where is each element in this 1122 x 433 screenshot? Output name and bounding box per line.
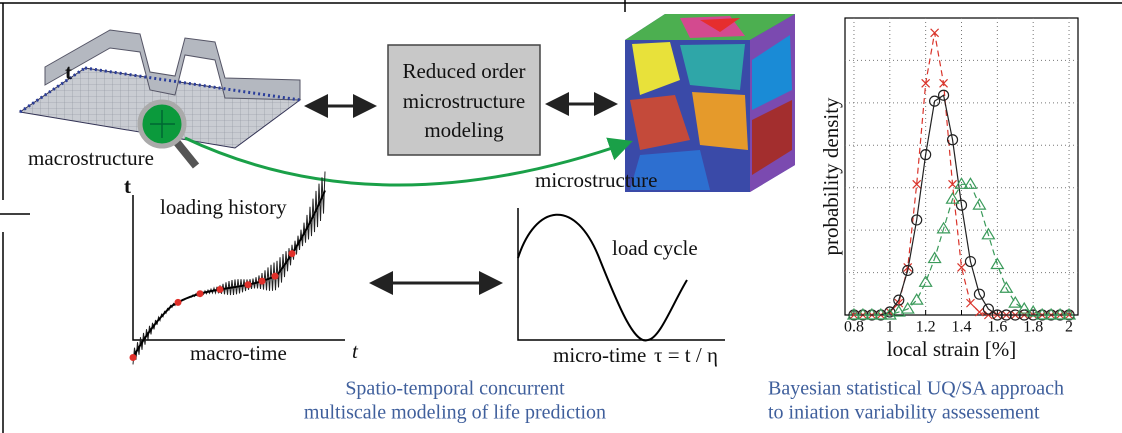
figure: t macrostructure Reduced order microstru…	[0, 0, 1122, 433]
marker	[920, 276, 932, 286]
marker	[911, 294, 923, 304]
y-axis-label: probability density	[819, 97, 843, 256]
loading-point	[289, 250, 296, 257]
cycle-x-label: micro-time	[553, 343, 646, 367]
loading-point	[259, 278, 266, 285]
loading-point	[175, 299, 182, 306]
x-tick-label: 0.8	[844, 319, 864, 336]
caption: Spatio-temporal concurrent	[345, 378, 565, 400]
cycle-title: load cycle	[612, 236, 698, 260]
x-tick-label: 1.4	[952, 319, 972, 336]
caption: to iniation variability assessement	[768, 402, 1040, 424]
x-tick-label: 1.2	[916, 319, 936, 336]
cycle-x-formula: τ = t / η	[654, 343, 718, 367]
cycle-curve	[518, 215, 687, 341]
caption: Bayesian statistical UQ/SA approach	[768, 378, 1064, 400]
marker	[966, 299, 974, 307]
loading-point	[130, 354, 137, 361]
macro-label: macrostructure	[28, 146, 154, 170]
x-tick-label: 2	[1065, 319, 1073, 336]
loading-point	[217, 286, 224, 293]
loading-y-label: t	[124, 174, 131, 198]
loading-x-symbol: t	[352, 339, 359, 363]
loading-x-label: macro-time	[190, 341, 287, 365]
rom-line: modeling	[424, 118, 504, 142]
rom-line: Reduced order	[402, 59, 525, 83]
strain-chart: 0.8 1 1.2 1.4 1.6 1.8 2 local strain [%] probabi…	[819, 18, 1078, 361]
cycle-axes	[518, 208, 725, 340]
x-tick-label: 1.6	[987, 319, 1007, 336]
loading-point	[245, 281, 252, 288]
micro-cube	[625, 14, 795, 192]
x-tick-label: 1.8	[1023, 319, 1043, 336]
rom-line: microstructure	[403, 89, 525, 113]
x-tick-label: 1	[886, 319, 894, 336]
micro-label: microstructure	[535, 168, 657, 192]
x-axis-label: local strain [%]	[887, 337, 1016, 361]
loading-point	[197, 290, 204, 297]
thickness-label: t	[65, 60, 72, 84]
caption: multiscale modeling of life prediction	[304, 402, 606, 424]
loading-point	[272, 273, 279, 280]
loading-title: loading history	[160, 195, 287, 219]
